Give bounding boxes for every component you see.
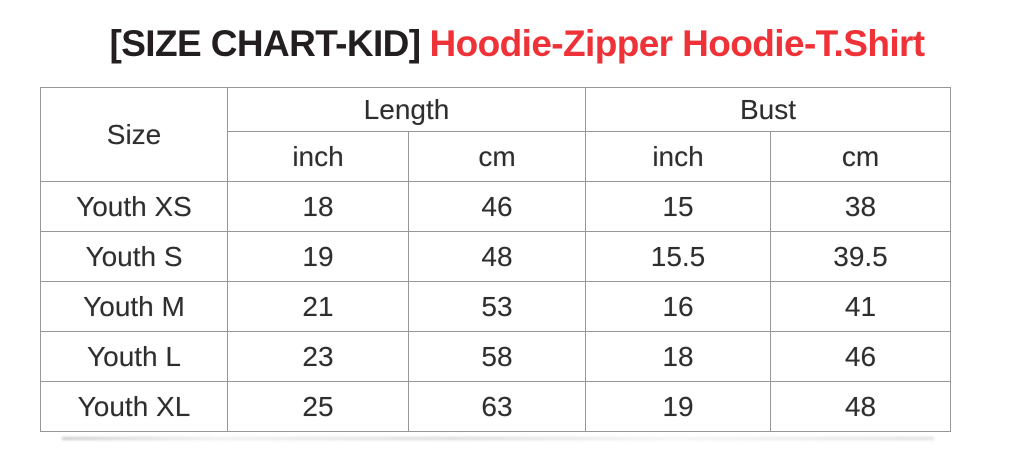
value-cell: 15 [585, 181, 771, 232]
table-row: Youth XL 25 63 19 48 [40, 381, 951, 432]
value-cell: 18 [585, 331, 771, 382]
value-cell: 16 [585, 281, 771, 332]
group-header-bust: Bust [585, 87, 951, 132]
value-cell: 58 [408, 331, 586, 382]
value-cell: 53 [408, 281, 586, 332]
size-cell: Youth M [40, 281, 228, 332]
value-cell: 63 [408, 381, 586, 432]
group-header-length: Length [227, 87, 586, 132]
table-row: Youth XS 18 46 15 38 [40, 181, 951, 232]
unit-header-length-cm: cm [408, 131, 586, 182]
corner-header-size: Size [40, 87, 228, 182]
size-cell: Youth XS [40, 181, 228, 232]
table-row: Youth M 21 53 16 41 [40, 281, 951, 332]
unit-header-length-inch: inch [227, 131, 409, 182]
value-cell: 15.5 [585, 231, 771, 282]
title-product-label: Hoodie-Zipper Hoodie-T.Shirt [429, 23, 926, 64]
value-cell: 46 [770, 331, 951, 382]
unit-header-bust-inch: inch [585, 131, 771, 182]
page-title: [SIZE CHART-KID] Hoodie-Zipper Hoodie-T.S… [0, 20, 1034, 68]
value-cell: 18 [227, 181, 409, 232]
unit-header-bust-cm: cm [770, 131, 951, 182]
size-cell: Youth S [40, 231, 228, 282]
value-cell: 41 [770, 281, 951, 332]
value-cell: 19 [227, 231, 409, 282]
table-row: Youth S 19 48 15.5 39.5 [40, 231, 951, 282]
title-chart-label: [SIZE CHART-KID] [109, 23, 421, 64]
size-chart-table: Size Length Bust inch cm inch cm Youth X… [40, 87, 951, 432]
size-cell: Youth L [40, 331, 228, 382]
size-cell: Youth XL [40, 381, 228, 432]
value-cell: 48 [770, 381, 951, 432]
value-cell: 39.5 [770, 231, 951, 282]
value-cell: 21 [227, 281, 409, 332]
value-cell: 23 [227, 331, 409, 382]
scan-artifact-line [62, 437, 934, 440]
header-row-groups: Size Length Bust [40, 87, 951, 182]
value-cell: 38 [770, 181, 951, 232]
value-cell: 25 [227, 381, 409, 432]
table-row: Youth L 23 58 18 46 [40, 331, 951, 382]
value-cell: 46 [408, 181, 586, 232]
value-cell: 19 [585, 381, 771, 432]
value-cell: 48 [408, 231, 586, 282]
